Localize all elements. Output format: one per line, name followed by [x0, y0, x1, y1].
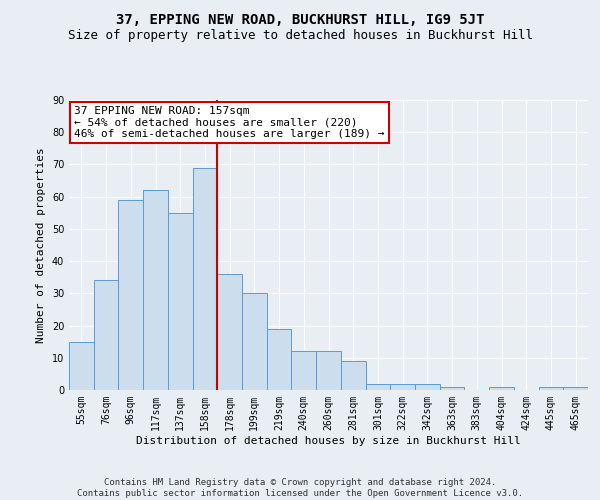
Bar: [390, 384, 415, 390]
Text: Contains HM Land Registry data © Crown copyright and database right 2024.
Contai: Contains HM Land Registry data © Crown c…: [77, 478, 523, 498]
Bar: [168, 213, 193, 390]
Text: Size of property relative to detached houses in Buckhurst Hill: Size of property relative to detached ho…: [67, 29, 533, 42]
Bar: [118, 200, 143, 390]
Bar: [489, 387, 514, 390]
Bar: [316, 352, 341, 390]
Text: 37 EPPING NEW ROAD: 157sqm
← 54% of detached houses are smaller (220)
46% of sem: 37 EPPING NEW ROAD: 157sqm ← 54% of deta…: [74, 106, 385, 139]
Bar: [267, 329, 292, 390]
Bar: [94, 280, 118, 390]
Bar: [193, 168, 217, 390]
Bar: [217, 274, 242, 390]
Bar: [563, 387, 588, 390]
Bar: [341, 361, 365, 390]
Bar: [69, 342, 94, 390]
Text: 37, EPPING NEW ROAD, BUCKHURST HILL, IG9 5JT: 37, EPPING NEW ROAD, BUCKHURST HILL, IG9…: [116, 12, 484, 26]
Bar: [440, 387, 464, 390]
Y-axis label: Number of detached properties: Number of detached properties: [36, 147, 46, 343]
X-axis label: Distribution of detached houses by size in Buckhurst Hill: Distribution of detached houses by size …: [136, 436, 521, 446]
Bar: [415, 384, 440, 390]
Bar: [143, 190, 168, 390]
Bar: [539, 387, 563, 390]
Bar: [242, 294, 267, 390]
Bar: [365, 384, 390, 390]
Bar: [292, 352, 316, 390]
